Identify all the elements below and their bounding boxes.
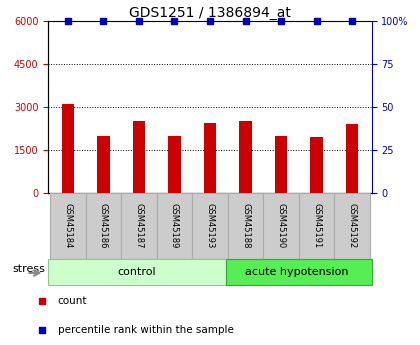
Bar: [97, 136, 110, 193]
Text: percentile rank within the sample: percentile rank within the sample: [58, 325, 234, 335]
Text: GSM45186: GSM45186: [99, 203, 108, 249]
Bar: [346, 124, 358, 193]
Text: stress: stress: [12, 264, 45, 274]
Bar: [121, 193, 157, 259]
Bar: [204, 123, 216, 193]
Bar: [62, 104, 74, 193]
Bar: [168, 136, 181, 193]
Bar: [299, 193, 334, 259]
Bar: [48, 259, 226, 285]
Bar: [239, 121, 252, 193]
Title: GDS1251 / 1386894_at: GDS1251 / 1386894_at: [129, 6, 291, 20]
Text: GSM45188: GSM45188: [241, 203, 250, 249]
Bar: [275, 136, 287, 193]
Text: GSM45190: GSM45190: [277, 203, 286, 249]
Bar: [50, 193, 86, 259]
Text: GSM45189: GSM45189: [170, 203, 179, 249]
Bar: [226, 259, 372, 285]
Text: acute hypotension: acute hypotension: [245, 267, 349, 277]
Bar: [192, 193, 228, 259]
Bar: [157, 193, 192, 259]
Bar: [310, 137, 323, 193]
Text: GSM45184: GSM45184: [63, 203, 72, 249]
Text: GSM45187: GSM45187: [134, 203, 143, 249]
Text: control: control: [118, 267, 157, 277]
Bar: [133, 121, 145, 193]
Text: GSM45192: GSM45192: [348, 203, 357, 249]
Text: count: count: [58, 296, 87, 306]
Text: GSM45191: GSM45191: [312, 203, 321, 249]
Bar: [334, 193, 370, 259]
Bar: [263, 193, 299, 259]
Text: GSM45193: GSM45193: [205, 203, 215, 249]
Bar: [228, 193, 263, 259]
Bar: [86, 193, 121, 259]
